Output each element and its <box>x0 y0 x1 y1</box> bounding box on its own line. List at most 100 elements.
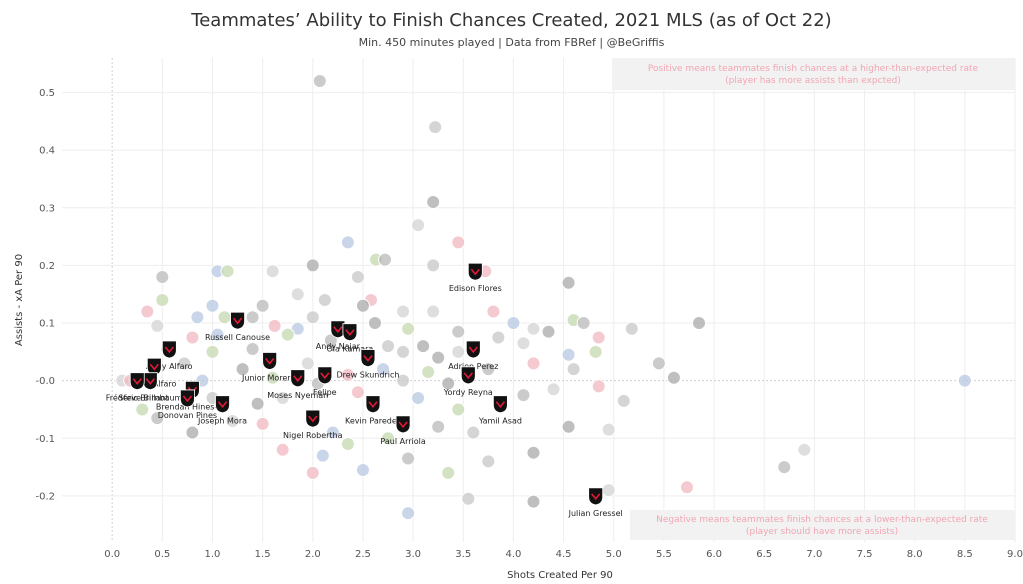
player-label: Felipe <box>313 388 337 397</box>
other-player-badge <box>466 425 481 440</box>
other-player-badge <box>150 318 165 333</box>
dc-united-crest-icon <box>305 409 321 428</box>
other-player-badge <box>797 442 812 457</box>
chart-subtitle: Min. 450 minutes played | Data from FBRe… <box>358 36 665 49</box>
crest-accent-mark <box>463 372 473 380</box>
other-player-badge <box>290 287 305 302</box>
other-player-badge <box>411 218 426 233</box>
highlighted-player-point: Yamil Asad <box>478 395 522 426</box>
x-tick-label: 5.0 <box>606 549 622 560</box>
other-player-badge <box>401 321 416 336</box>
dc-united-crest-icon <box>215 395 230 414</box>
other-player-badge <box>150 411 165 426</box>
y-tick-label: 0.5 <box>39 88 55 99</box>
crest-accent-mark <box>265 358 275 365</box>
crest-accent-mark <box>293 375 303 383</box>
y-tick-label: -0.2 <box>35 491 55 502</box>
dc-united-crest-icon <box>262 352 278 370</box>
x-axis-title: Shots Created Per 90 <box>507 570 613 581</box>
other-player-badge <box>325 425 340 440</box>
highlighted-player-point: Donovan Pines <box>158 389 217 420</box>
grid-lines <box>62 58 1016 542</box>
other-player-badge <box>378 252 393 267</box>
highlighted-player-point: Andy Alfaro <box>146 340 193 371</box>
y-tick-label: -0.0 <box>35 376 55 387</box>
other-player-badge <box>185 425 200 440</box>
dc-united-crest-icon <box>467 262 483 281</box>
highlighted-player-point: Kevin Paredes <box>345 395 401 426</box>
other-player-badge <box>381 431 396 446</box>
highlighted-player-point: Edison Flores <box>449 262 502 293</box>
other-player-badge <box>305 465 320 480</box>
player-label: Steve Birnbaum <box>118 394 182 403</box>
x-tick-label: 7.5 <box>857 549 873 560</box>
crest-accent-mark <box>320 372 330 380</box>
player-label: Edison Flores <box>449 284 502 293</box>
crest-accent-mark <box>398 421 408 429</box>
crest-accent-mark <box>368 401 378 408</box>
other-player-badge <box>591 330 606 345</box>
x-tick-label: 0.5 <box>154 549 170 560</box>
other-player-badge <box>526 356 541 371</box>
crest-accent-mark <box>591 493 601 501</box>
other-player-badge <box>245 341 260 356</box>
other-player-badge <box>396 344 411 359</box>
x-tick-label: 3.0 <box>405 549 421 560</box>
crest-accent-mark <box>182 395 193 403</box>
crest-accent-mark <box>132 378 142 385</box>
other-player-badge <box>411 390 426 405</box>
annotation-negative-line2: (player should have more assists) <box>746 527 898 537</box>
other-player-badge <box>692 316 707 331</box>
other-player-badge <box>205 298 220 313</box>
x-tick-label: 9.0 <box>1007 549 1023 560</box>
dc-united-crest-icon <box>365 395 381 414</box>
other-player-badge <box>601 422 616 437</box>
other-player-badge <box>526 494 541 509</box>
highlighted-player-point: Paul Arriola <box>380 415 426 446</box>
dc-united-crest-icon <box>142 372 158 391</box>
other-player-badge <box>426 195 441 210</box>
other-player-badge <box>323 333 338 348</box>
other-player-badge <box>340 235 355 250</box>
other-player-badge <box>561 347 576 362</box>
other-player-badge <box>516 336 531 351</box>
dc-united-crest-icon <box>360 349 376 368</box>
other-player-badge <box>491 330 506 345</box>
x-tick-label: 4.0 <box>505 549 521 560</box>
other-player-badge <box>777 460 792 475</box>
annotation-negative-line1: Negative means teammates finish chances … <box>656 515 988 525</box>
x-tick-label: 8.5 <box>957 549 973 560</box>
player-label: Junior Moreno <box>241 374 297 383</box>
player-label: Andy Alfaro <box>146 362 192 371</box>
crest-accent-mark <box>470 268 480 276</box>
other-player-badge <box>355 298 370 313</box>
other-player-badge <box>461 491 476 506</box>
other-player-badge <box>526 321 541 336</box>
tick-labels: 0.0 0.5 1.0 1.5 2.0 2.5 3.0 3.5 4.0 4.5 5.0 5.5 6.0 6… <box>35 88 1022 560</box>
other-player-badge <box>280 327 295 342</box>
highlighted-players-layer: Edison Flores Russell Canouse Andy NajarOl… <box>106 262 623 518</box>
other-player-badge <box>155 269 170 284</box>
other-player-badge <box>506 316 521 331</box>
other-player-badge <box>679 480 694 495</box>
crest-accent-mark <box>217 401 228 408</box>
x-tick-label: 1.0 <box>205 549 221 560</box>
other-player-badge <box>135 402 150 417</box>
crest-accent-mark <box>145 378 155 385</box>
crest-accent-mark <box>468 346 478 354</box>
other-player-badge <box>350 269 365 284</box>
player-label: Paul Arriola <box>380 437 425 446</box>
x-tick-label: 6.5 <box>756 549 772 560</box>
player-label: Nigel Robertha <box>283 431 343 440</box>
other-player-badge <box>396 373 411 388</box>
crest-accent-mark <box>308 415 318 423</box>
other-player-badge <box>317 293 332 307</box>
highlighted-player-point: Junior Moreno <box>241 352 297 383</box>
highlighted-player-point: Moses Nyeman <box>267 369 328 400</box>
other-player-badge <box>381 339 396 354</box>
annotation-positive-line2: (player has more assists than expcted) <box>725 76 901 86</box>
other-player-badge <box>451 402 466 417</box>
other-player-badge <box>217 310 232 325</box>
x-tick-label: 4.5 <box>556 549 572 560</box>
